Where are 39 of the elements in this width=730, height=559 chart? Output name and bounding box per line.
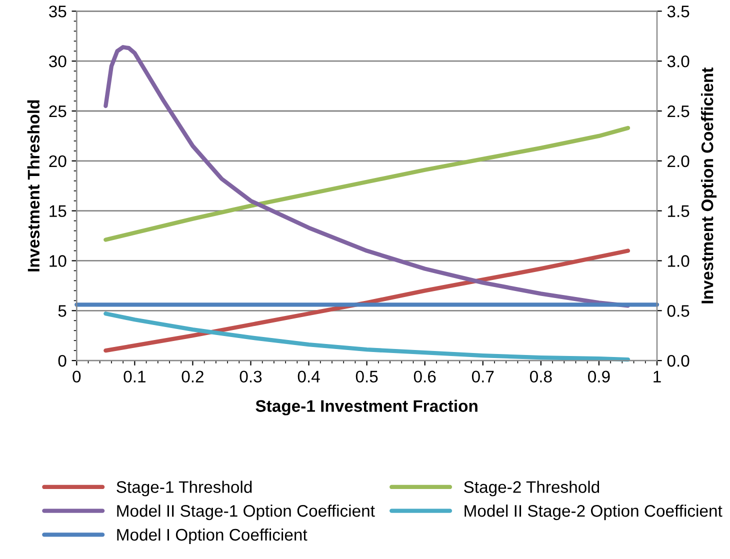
y2-tick-label: 3.5	[667, 6, 690, 18]
y-tick-label: 25	[49, 105, 66, 118]
y2-axis-title: Investment Option Coefficient	[701, 68, 717, 304]
y2-tick-label: 2.0	[668, 155, 690, 168]
x-tick-label: 0.8	[530, 370, 552, 383]
x-tick-label: 0.2	[182, 370, 204, 383]
legend-label: Stage-1 Threshold	[116, 480, 252, 496]
x-tick-label: 0.5	[356, 370, 378, 383]
legend-label: Model II Stage-1 Option Coefficient	[117, 504, 375, 520]
x-tick-label: 0.6	[414, 370, 436, 383]
y2-tick-label: 1.0	[668, 255, 690, 267]
x-tick-label: 0.9	[588, 370, 610, 383]
legend-label: Model II Stage-2 Option Coefficient	[464, 504, 722, 520]
legend-label: Stage-2 Threshold	[464, 480, 600, 496]
x-tick-label: 0	[72, 370, 81, 383]
y2-tick-label: 2.5	[668, 105, 690, 118]
legend-label: Model I Option Coefficient	[117, 528, 308, 544]
x-tick-label: 1	[654, 370, 661, 382]
line-series	[104, 312, 630, 362]
y-tick-label: 15	[50, 205, 66, 218]
y-tick-label: 10	[50, 255, 66, 267]
line-series	[104, 126, 630, 242]
y-tick-label: 35	[49, 6, 66, 18]
y-tick-label: 0	[58, 354, 66, 367]
x-tick-label: 0.4	[298, 370, 320, 383]
line-series	[104, 248, 630, 353]
y-tick-label: 30	[49, 55, 66, 68]
y-axis-title: Investment Threshold	[27, 100, 40, 272]
x-tick-label: 0.3	[240, 370, 262, 383]
y2-tick-label: 0.5	[667, 305, 690, 317]
y2-tick-label: 0.0	[667, 354, 690, 367]
x-tick-label: 0.1	[124, 370, 146, 383]
y2-tick-label: 3.0	[667, 55, 690, 68]
x-axis-title: Stage-1 Investment Fraction	[256, 400, 478, 416]
y-tick-label: 5	[58, 305, 66, 317]
y-tick-label: 20	[49, 155, 66, 168]
y2-tick-label: 1.5	[668, 205, 690, 218]
line-series	[104, 45, 630, 308]
x-tick-label: 0.7	[472, 370, 494, 383]
